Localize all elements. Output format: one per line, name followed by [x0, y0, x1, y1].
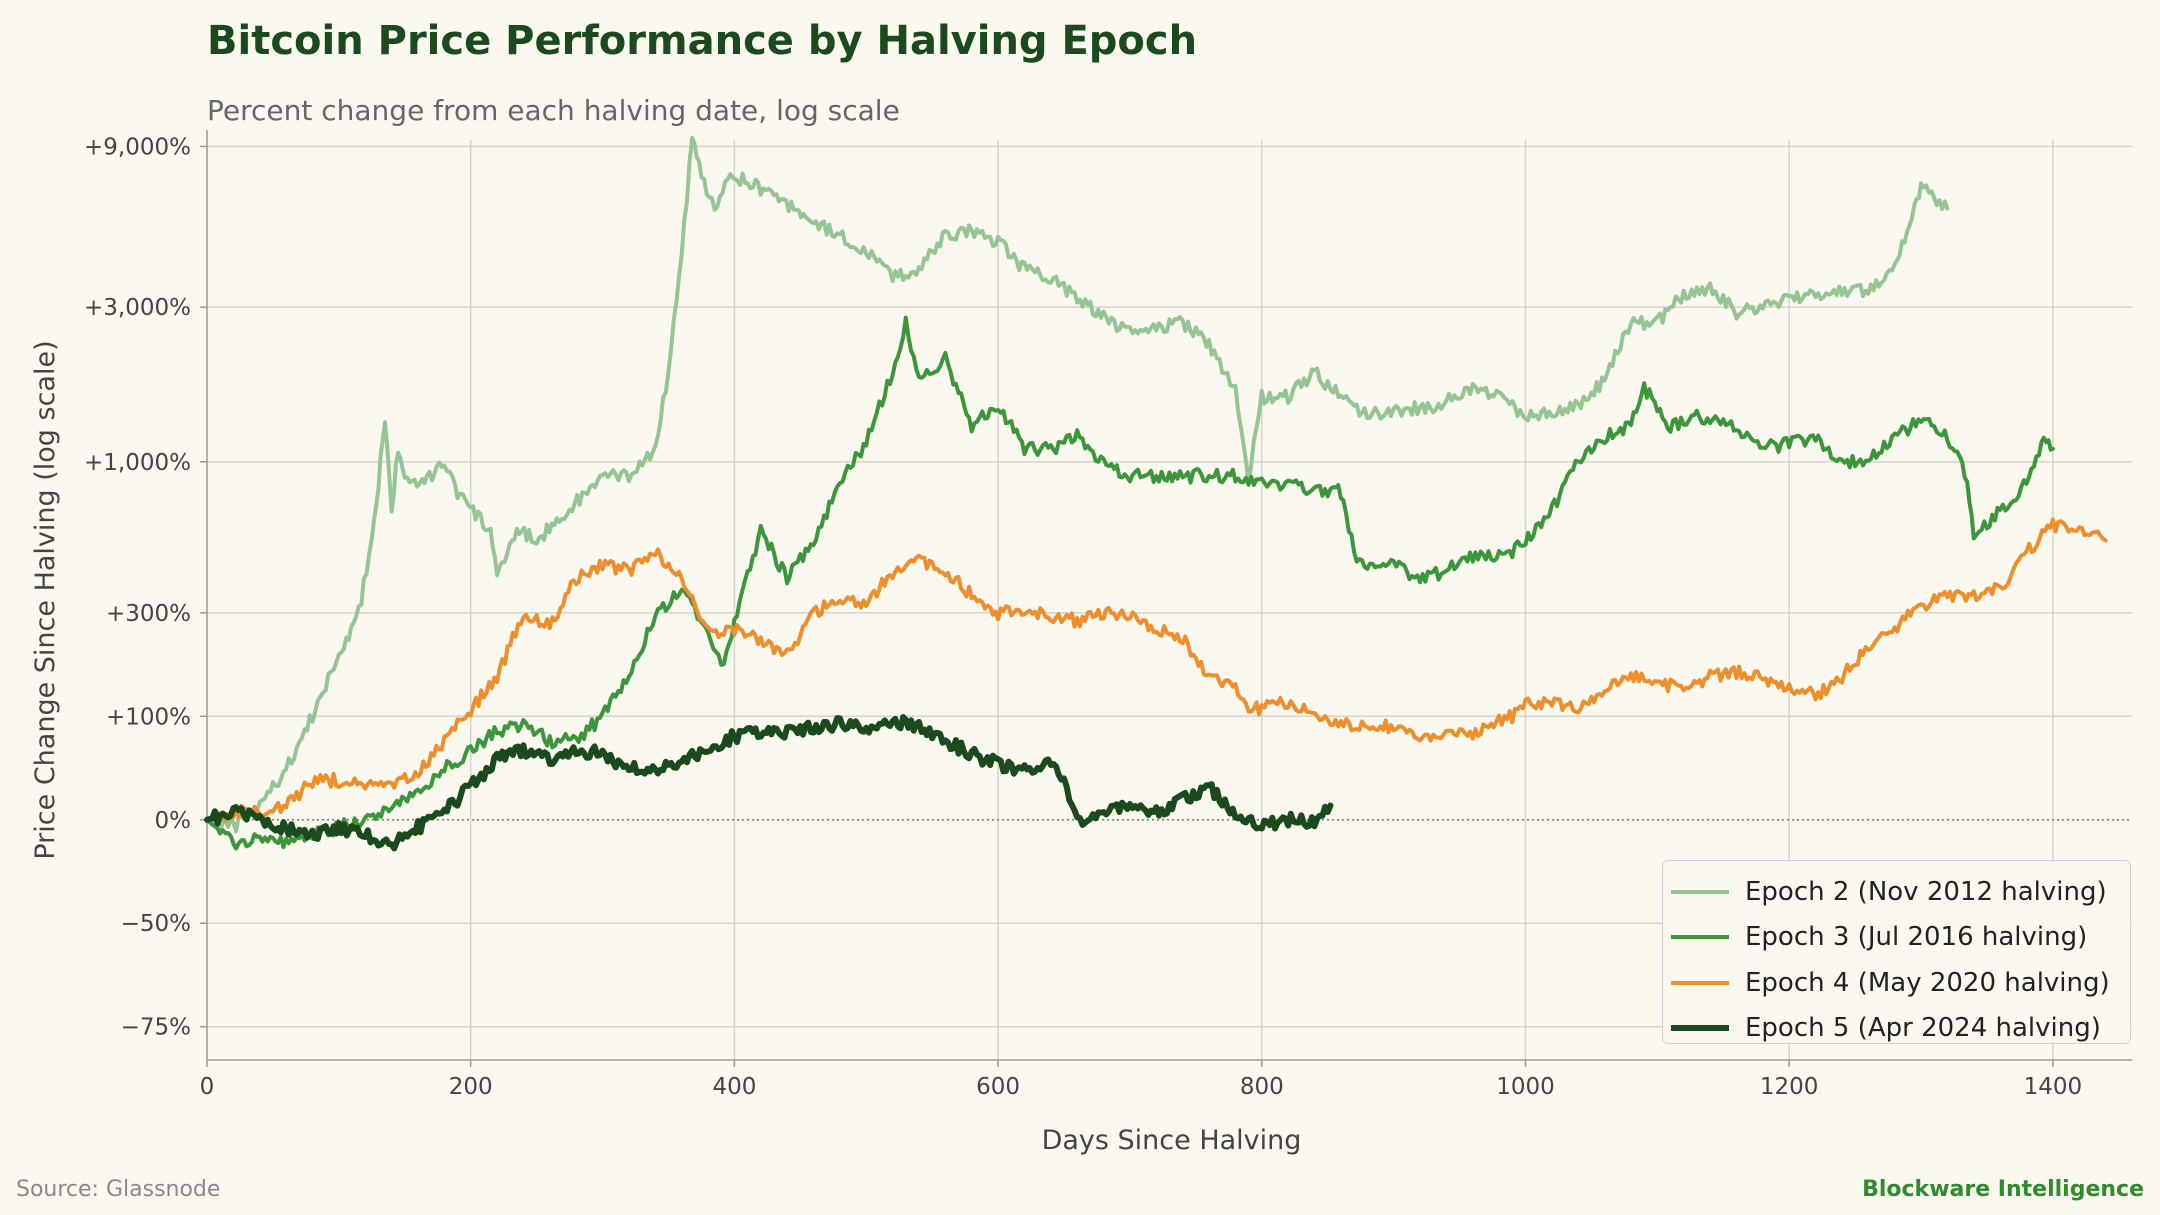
legend-label-epoch-3: Epoch 3 (Jul 2016 halving): [1745, 922, 2088, 953]
chart-title: Bitcoin Price Performance by Halving Epo…: [207, 18, 1198, 64]
brand-label: Blockware Intelligence: [1862, 1177, 2144, 1202]
y-tick-label: +100%: [106, 704, 191, 730]
legend-item-epoch-3: Epoch 3 (Jul 2016 halving): [1671, 915, 2130, 961]
legend-swatch-epoch-3: [1671, 935, 1729, 940]
legend-swatch-epoch-5: [1671, 1025, 1729, 1032]
y-tick-label: +3,000%: [84, 295, 191, 321]
series-line-epoch-4: [205, 517, 2108, 823]
x-tick-label: 1400: [2024, 1074, 2083, 1100]
x-tick-label: 200: [449, 1074, 493, 1100]
x-tick-label: 600: [976, 1074, 1020, 1100]
x-tick-label: 800: [1240, 1074, 1284, 1100]
x-tick-label: 1000: [1496, 1074, 1555, 1100]
y-axis-title: Price Change Since Halving (log scale): [30, 340, 61, 859]
legend-item-epoch-5: Epoch 5 (Apr 2024 halving): [1671, 1006, 2130, 1052]
legend-swatch-epoch-4: [1671, 980, 1729, 985]
legend-label-epoch-5: Epoch 5 (Apr 2024 halving): [1745, 1013, 2101, 1044]
series-line-epoch-5: [204, 714, 1334, 852]
y-tick-label: 0%: [155, 808, 192, 834]
y-tick-label: +300%: [106, 601, 191, 627]
chart-legend: Epoch 2 (Nov 2012 halving) Epoch 3 (Jul …: [1662, 860, 2131, 1044]
source-note: Source: Glassnode: [16, 1177, 221, 1202]
x-tick-label: 400: [712, 1074, 756, 1100]
legend-swatch-epoch-2: [1671, 889, 1729, 894]
y-tick-label: −50%: [121, 911, 191, 937]
y-tick-label: +1,000%: [84, 450, 191, 476]
legend-item-epoch-4: Epoch 4 (May 2020 halving): [1671, 960, 2130, 1006]
y-tick-label: −75%: [121, 1015, 191, 1041]
x-axis-title: Days Since Halving: [1042, 1125, 1302, 1156]
series-line-epoch-3: [205, 315, 2055, 851]
chart-subtitle: Percent change from each halving date, l…: [207, 94, 900, 127]
legend-label-epoch-2: Epoch 2 (Nov 2012 halving): [1745, 876, 2107, 907]
y-tick-label: +9,000%: [84, 134, 191, 160]
x-tick-label: 0: [200, 1074, 215, 1100]
series-line-epoch-2: [205, 135, 1950, 834]
legend-item-epoch-2: Epoch 2 (Nov 2012 halving): [1671, 869, 2130, 915]
legend-label-epoch-4: Epoch 4 (May 2020 halving): [1745, 967, 2110, 998]
x-tick-label: 1200: [1760, 1074, 1819, 1100]
